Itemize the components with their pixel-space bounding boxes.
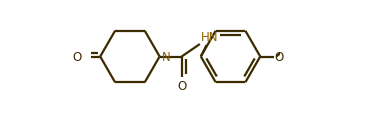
Text: N: N bbox=[162, 51, 171, 63]
Text: O: O bbox=[177, 79, 186, 92]
Text: HN: HN bbox=[200, 31, 218, 44]
Text: O: O bbox=[72, 51, 81, 63]
Text: O: O bbox=[275, 51, 284, 63]
